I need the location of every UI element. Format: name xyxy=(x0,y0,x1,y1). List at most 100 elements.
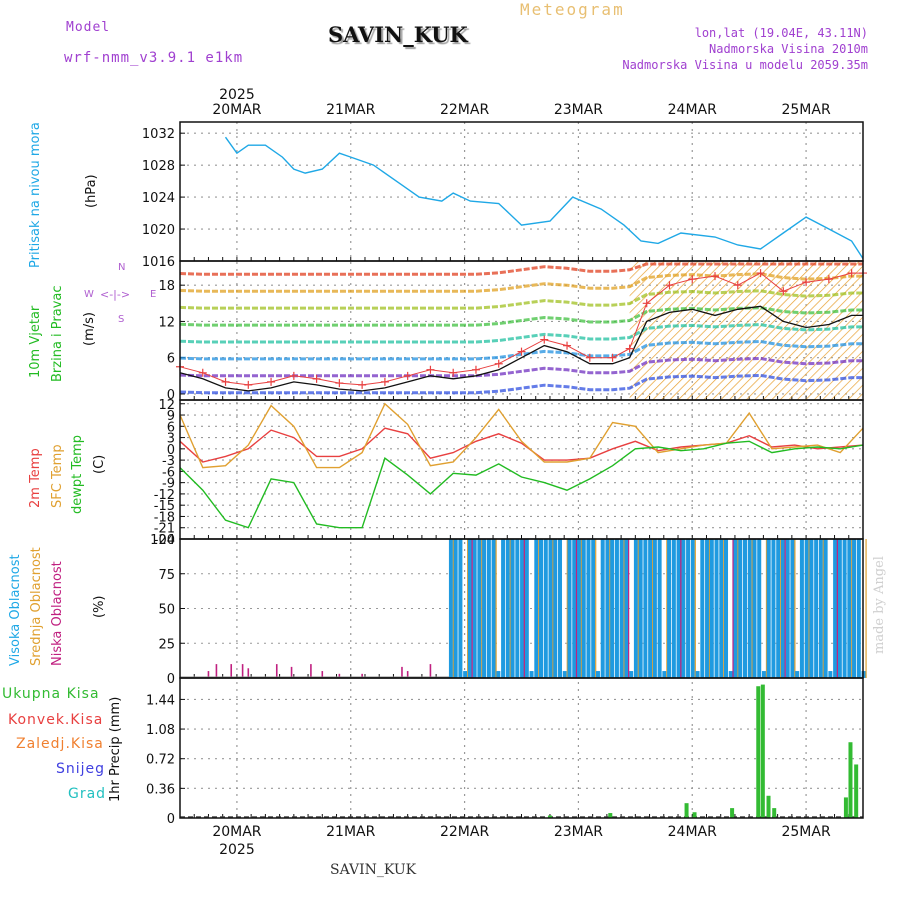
wind-ylabel-2: Brzina i Pravac xyxy=(50,285,65,382)
y-tick-label: 3 xyxy=(167,432,175,447)
high-cloud-bar xyxy=(482,539,487,678)
high-cloud-bar xyxy=(799,539,804,678)
wind-gust-marker xyxy=(335,379,344,388)
top-year-label: 2025 xyxy=(219,87,255,103)
high-cloud-bar xyxy=(576,539,581,678)
precip-legend-freezing: Zaledj.Kisa xyxy=(16,736,104,752)
panel-frame xyxy=(179,538,864,679)
wind-gust-marker xyxy=(312,374,321,383)
y-tick-label: 1032 xyxy=(142,127,175,142)
y-tick-label: -9 xyxy=(162,477,175,492)
high-cloud-bar xyxy=(643,539,648,678)
y-tick-label: -21 xyxy=(154,522,175,537)
y-tick-label: 0 xyxy=(167,443,175,458)
high-cloud-bar xyxy=(705,539,710,678)
wind-gust-marker xyxy=(665,281,674,290)
high-cloud-bar xyxy=(648,539,653,678)
top-day-label: 21MAR xyxy=(326,102,375,118)
wind-unit: (m/s) xyxy=(82,312,97,346)
y-tick-label: 0.36 xyxy=(146,782,175,797)
high-cloud-bar xyxy=(667,539,672,678)
wind-gust-marker xyxy=(802,278,811,287)
y-tick-label: 6 xyxy=(167,352,175,367)
wind-barb-row xyxy=(179,272,863,293)
low-cloud-ylabel: Niska Oblacnost xyxy=(50,561,65,666)
sfctemp-line xyxy=(179,402,864,469)
high-cloud-bar xyxy=(524,539,529,678)
wind-gust-marker xyxy=(289,371,298,380)
top-day-label: 22MAR xyxy=(440,102,489,118)
high-cloud-bar xyxy=(567,539,572,678)
temp2m-line xyxy=(179,427,864,463)
high-cloud-bar xyxy=(842,539,847,678)
wind-gust-marker xyxy=(608,353,617,362)
high-cloud-bar xyxy=(780,539,785,678)
high-cloud-bar xyxy=(671,539,676,678)
high-cloud-bar xyxy=(861,671,866,678)
y-tick-label: 1.44 xyxy=(146,693,175,708)
precip-bar xyxy=(684,803,689,818)
precip-legend-total: Ukupna Kisa xyxy=(2,686,100,702)
high-cloud-bar xyxy=(463,671,468,678)
precip-legend-snow: Snijeg xyxy=(56,761,106,777)
high-cloud-bar xyxy=(686,539,691,678)
wind-gust-marker xyxy=(563,341,572,350)
high-cloud-bar xyxy=(828,671,833,678)
model-name: wrf-nmm_v3.9.1 e1km xyxy=(64,50,244,66)
high-cloud-bar xyxy=(766,539,771,678)
precip-bar xyxy=(760,684,765,818)
precip-bar xyxy=(848,742,853,818)
high-cloud-bar xyxy=(467,539,472,678)
high-cloud-bar xyxy=(719,539,724,678)
wind-dir-cross: <-|-> xyxy=(100,288,131,301)
high-cloud-bar xyxy=(543,539,548,678)
high-cloud-bar xyxy=(448,539,453,678)
panel-frame xyxy=(179,121,864,262)
wind-gust-marker xyxy=(244,380,253,389)
wind-gust-marker xyxy=(859,269,867,278)
pressure-unit: (hPa) xyxy=(84,174,99,208)
high-cloud-bar xyxy=(652,539,657,678)
y-tick-label: 100 xyxy=(150,533,175,548)
precip-bar xyxy=(547,815,552,818)
wind-dir-w: W xyxy=(84,289,94,300)
pressure-ylabel: Pritisak na nivou mora xyxy=(28,122,43,268)
precip-bar xyxy=(843,797,848,818)
high-cloud-bar xyxy=(501,539,506,678)
footer-station: SAVIN_KUK xyxy=(330,862,417,878)
precip-bar xyxy=(730,808,735,818)
y-tick-label: 6 xyxy=(167,420,175,435)
high-cloud-bar xyxy=(496,671,501,678)
panel-frame xyxy=(179,260,864,401)
high-cloud-bar xyxy=(534,539,539,678)
wind-gust-marker xyxy=(221,377,230,386)
high-cloud-bar xyxy=(515,539,520,678)
panel-frame xyxy=(179,399,864,540)
wind-gust-marker xyxy=(198,368,207,377)
y-tick-label: -6 xyxy=(162,465,175,480)
high-cloud-bar xyxy=(804,539,809,678)
wind-dir-e: E xyxy=(150,289,157,300)
wind-dir-n: N xyxy=(118,262,126,273)
high-cloud-bar xyxy=(610,539,615,678)
model-elevation: Nadmorska Visina u modelu 2059.35m xyxy=(622,58,868,72)
y-tick-label: 1016 xyxy=(142,255,175,270)
wind-dir-s: S xyxy=(118,314,125,325)
high-cloud-bar xyxy=(539,539,544,678)
high-cloud-bar xyxy=(510,539,515,678)
high-cloud-bar xyxy=(586,539,591,678)
high-cloud-bar xyxy=(852,539,857,678)
y-tick-label: -15 xyxy=(154,499,175,514)
high-cloud-bar xyxy=(605,539,610,678)
wind-gust-marker xyxy=(449,368,458,377)
high-cloud-bar xyxy=(785,539,790,678)
high-cloud-bar xyxy=(714,539,719,678)
wind-barb-row xyxy=(179,306,863,327)
bottom-year-label: 2025 xyxy=(219,842,255,858)
wind-gust-marker xyxy=(711,272,720,281)
meteogram-title: Meteogram xyxy=(520,0,625,19)
high-cloud-ylabel: Visoka Oblacnost xyxy=(8,554,23,666)
high-cloud-bar xyxy=(709,539,714,678)
precip-bar xyxy=(766,795,771,818)
high-cloud-bar xyxy=(472,539,477,678)
